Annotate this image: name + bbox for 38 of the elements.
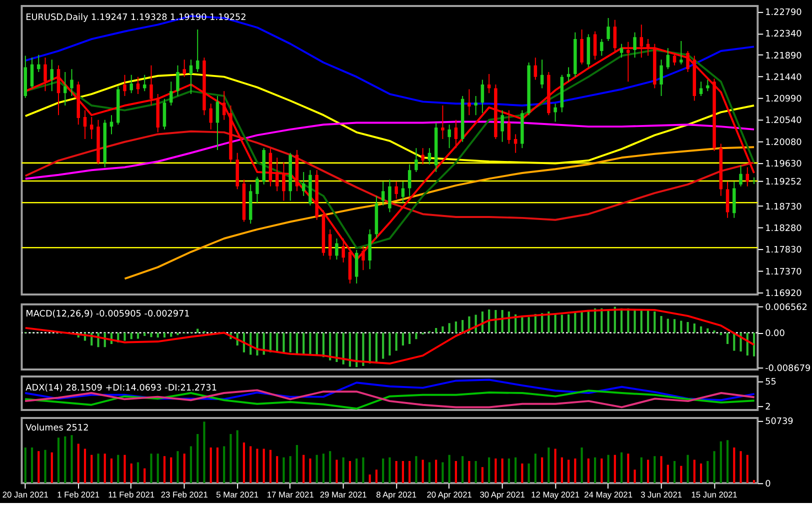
y-tick-label: 50739 [765,417,794,428]
y-tick-label: 1.18730 [765,202,802,212]
y-tick-label: 1.20540 [765,116,802,126]
y-tick-label: 0.00 [765,329,786,340]
y-tick-label: 1.19630 [765,159,802,170]
y-tick-label: 0 [765,480,772,490]
x-tick-label: 8 Apr 2021 [376,489,417,500]
x-tick-label: 20 Jan 2021 [2,489,49,500]
x-tick-label: 5 Mar 2021 [216,489,259,500]
x-tick-label: 15 Jun 2021 [691,489,738,500]
y-tick-label: 0.006562 [765,302,808,313]
y-tick-label: 1.16920 [765,289,802,300]
y-tick-label: -0.008679 [765,364,811,374]
y-tick-label: 1.19252 [765,177,802,188]
y-tick-label: 1.20080 [765,138,802,148]
text: MACD(12,26,9) -0.005905 -0.002971 [26,309,190,320]
x-tick-label: 23 Feb 2021 [160,489,208,500]
y-tick-label: 1.21890 [765,51,802,62]
y-tick-label: 1.17830 [765,245,802,256]
x-tick-label: 30 Apr 2021 [480,489,526,500]
x-tick-label: 24 May 2021 [584,489,633,500]
y-tick-label: 1.18280 [765,224,802,234]
text: Volumes 2512 [26,424,89,434]
y-tick-label: 55 [765,378,776,388]
x-tick-label: 17 Mar 2021 [266,489,314,500]
y-tick-label: 1.21440 [765,72,802,83]
y-tick-label: 1.22790 [765,8,802,18]
x-tick-label: 29 Mar 2021 [320,489,368,500]
x-tick-label: 3 Jun 2021 [640,489,682,500]
y-tick-label: 1.20990 [765,94,802,104]
y-tick-label: 1.17370 [765,267,802,278]
y-tick-label: 1.22340 [765,30,802,40]
x-tick-label: 12 May 2021 [531,489,580,500]
x-tick-label: 1 Feb 2021 [57,489,100,500]
x-tick-label: 11 Feb 2021 [108,489,155,500]
text: ADX(14) 28.1509 +DI:14.0693 -DI:21.2731 [26,383,217,394]
x-tick-label: 20 Apr 2021 [426,489,472,500]
y-tick-label: 2 [765,402,771,413]
